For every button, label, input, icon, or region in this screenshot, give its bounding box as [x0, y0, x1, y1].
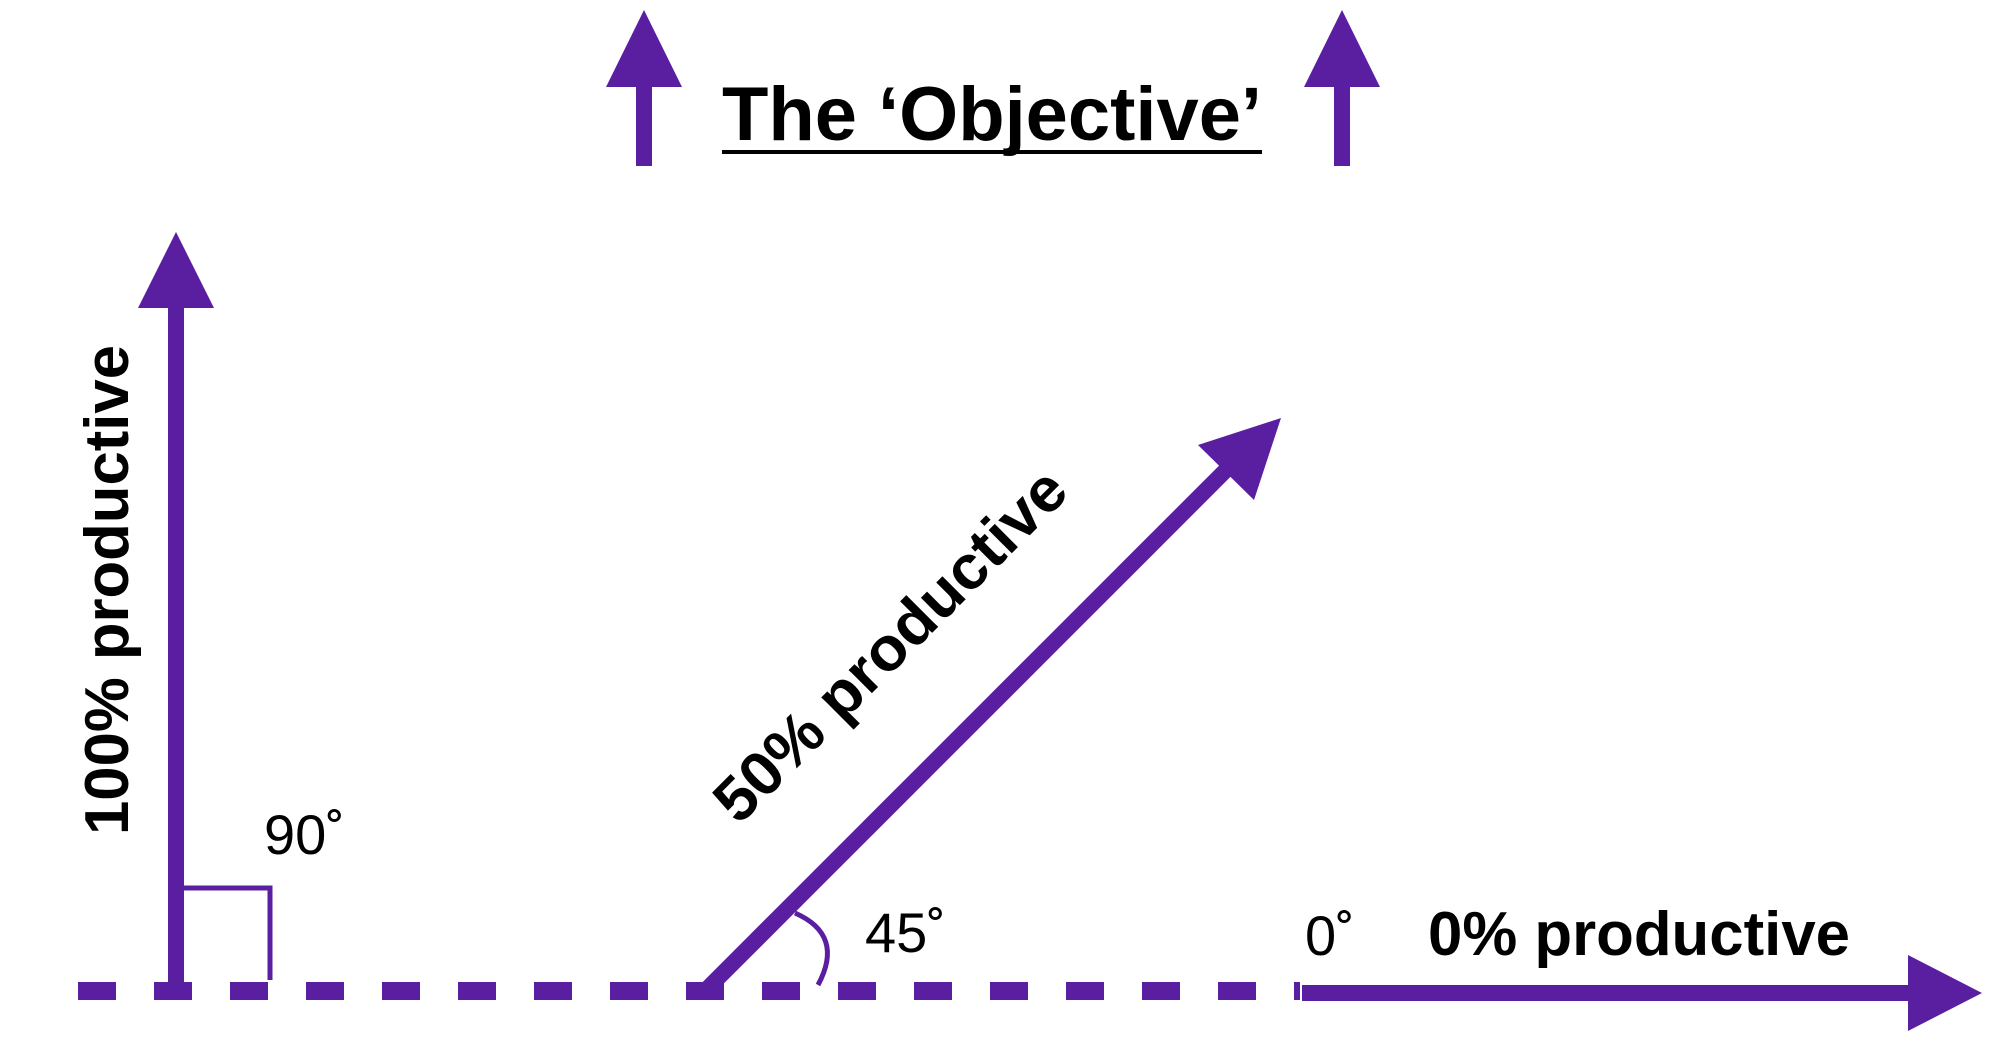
- page-title: The ‘Objective’: [722, 72, 1262, 157]
- right-angle-marker: [184, 885, 273, 980]
- title-group: The ‘Objective’: [606, 10, 1380, 166]
- angle-label-45: 45˚: [865, 901, 946, 964]
- horizontal-arrow: [1302, 955, 1982, 1031]
- angle-label-90: 90˚: [264, 803, 345, 866]
- title-underline: [722, 150, 1262, 154]
- diagonal-arrow: [699, 418, 1281, 997]
- vertical-label: 100% productive: [73, 345, 142, 835]
- horizontal-label: 0% productive: [1428, 900, 1850, 969]
- angle-arc-45: [793, 910, 830, 987]
- angle-label-0: 0˚: [1305, 904, 1355, 967]
- title-left-arrow: [606, 10, 682, 166]
- vertical-arrow: [138, 232, 214, 1000]
- diagonal-label: 50% productive: [700, 455, 1081, 836]
- title-right-arrow: [1304, 10, 1380, 166]
